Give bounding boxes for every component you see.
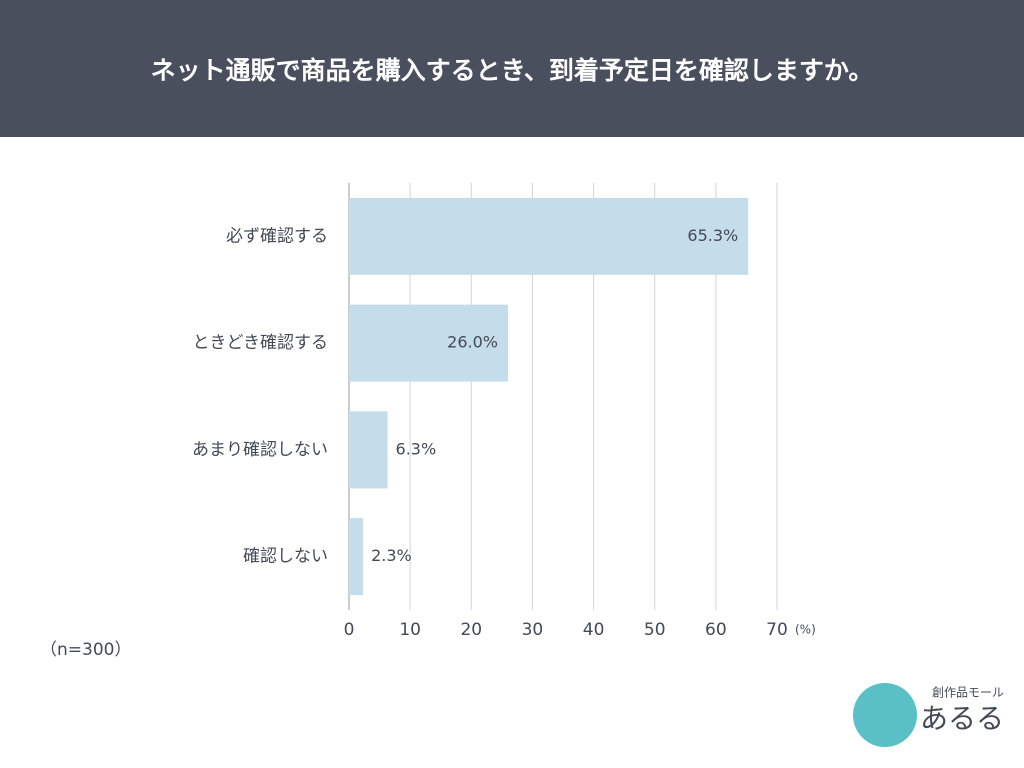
- value-label: 65.3%: [687, 226, 738, 245]
- value-label: 6.3%: [396, 439, 437, 458]
- y-tick-label: 確認しない: [243, 547, 328, 567]
- logo-tagline: 創作品モール: [932, 686, 1004, 700]
- value-label: 26.0%: [447, 333, 498, 352]
- bar: [349, 411, 388, 489]
- x-tick-label: 30: [522, 620, 544, 640]
- x-tick-label: 70: [766, 620, 788, 640]
- value-label: 2.3%: [371, 546, 412, 565]
- logo-badge: [853, 683, 917, 747]
- x-tick-label: 40: [583, 620, 605, 640]
- y-tick-label: 必ず確認する: [226, 226, 328, 246]
- x-tick-label: 0: [344, 620, 355, 640]
- bar: [349, 197, 749, 275]
- sample-note: （n=300）: [40, 640, 131, 660]
- x-tick-label: 10: [399, 620, 421, 640]
- header-band: [0, 0, 1024, 137]
- bar: [349, 518, 364, 596]
- x-unit-label: (%): [795, 623, 816, 637]
- y-tick-label: ときどき確認する: [193, 333, 329, 353]
- chart-title: ネット通販で商品を購入するとき、到着予定日を確認しますか。: [151, 56, 874, 85]
- x-tick-label: 60: [705, 620, 727, 640]
- logo-name: あるる: [920, 702, 1004, 735]
- y-tick-label: あまり確認しない: [192, 440, 328, 460]
- x-tick-label: 50: [644, 620, 666, 640]
- x-tick-label: 20: [460, 620, 482, 640]
- bar: [349, 304, 508, 382]
